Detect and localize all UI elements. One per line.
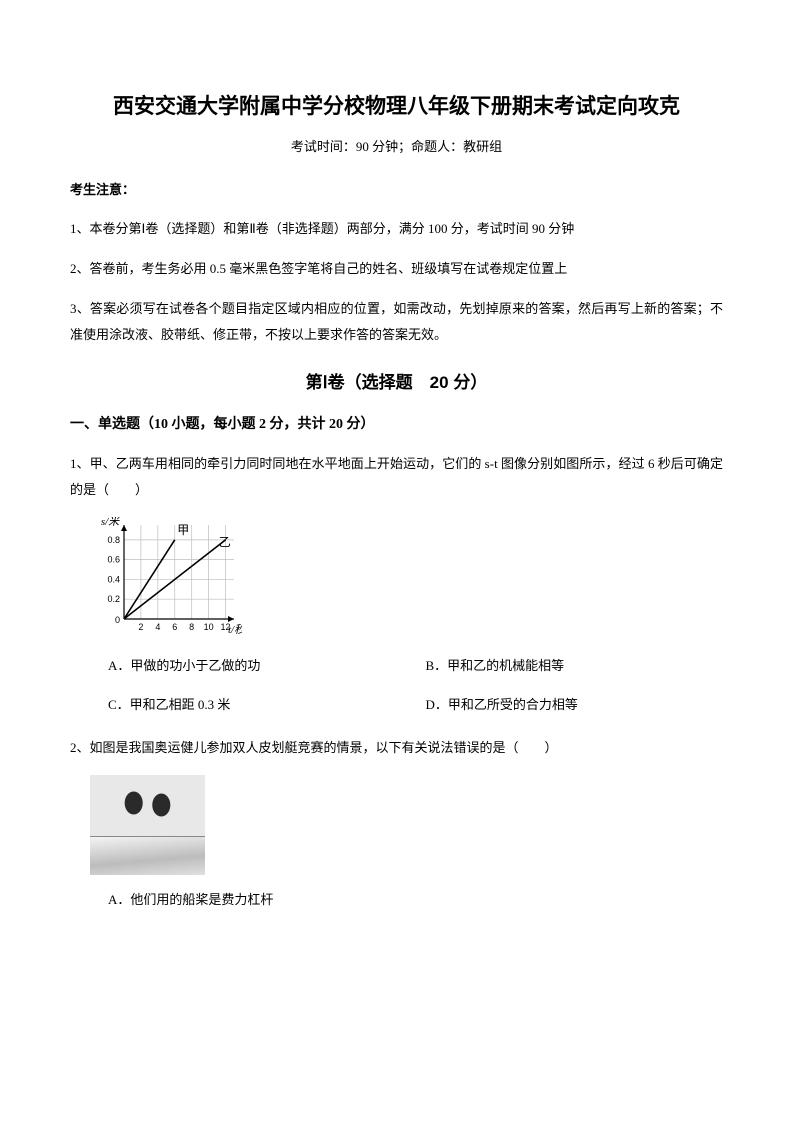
page-title: 西安交通大学附属中学分校物理八年级下册期末考试定向攻克	[70, 90, 723, 120]
question-1-figure: 246810120.20.40.60.80s/米t/秒甲乙	[94, 517, 723, 637]
svg-text:t/秒: t/秒	[228, 623, 242, 636]
option-a: A．甲做的功小于乙做的功	[108, 655, 406, 674]
svg-text:0.2: 0.2	[107, 594, 120, 604]
svg-text:2: 2	[138, 622, 143, 632]
part1-title: 第Ⅰ卷（选择题 20 分）	[70, 368, 723, 393]
svg-text:8: 8	[189, 622, 194, 632]
question-2-figure	[90, 775, 205, 875]
notice-item: 2、答卷前，考生务必用 0.5 毫米黑色签字笔将自己的姓名、班级填写在试卷规定位…	[70, 256, 723, 282]
svg-text:0.8: 0.8	[107, 535, 120, 545]
svg-text:6: 6	[172, 622, 177, 632]
st-chart: 246810120.20.40.60.80s/米t/秒甲乙	[94, 517, 242, 637]
option-a: A．他们用的船桨是费力杠杆	[70, 889, 723, 908]
svg-text:4: 4	[155, 622, 160, 632]
section-a-title: 一、单选题（10 小题，每小题 2 分，共计 20 分）	[70, 413, 723, 433]
svg-text:0.4: 0.4	[107, 574, 120, 584]
question-1-options: A．甲做的功小于乙做的功 B．甲和乙的机械能相等 C．甲和乙相距 0.3 米 D…	[70, 655, 723, 713]
svg-text:s/米: s/米	[101, 517, 120, 528]
option-b: B．甲和乙的机械能相等	[426, 655, 724, 674]
question-2: 2、如图是我国奥运健儿参加双人皮划艇竞赛的情景，以下有关说法错误的是（ ）	[70, 735, 723, 761]
option-c: C．甲和乙相距 0.3 米	[108, 694, 406, 713]
svg-text:10: 10	[204, 622, 214, 632]
svg-text:0: 0	[115, 615, 120, 625]
notice-item: 1、本卷分第Ⅰ卷（选择题）和第Ⅱ卷（非选择题）两部分，满分 100 分，考试时间…	[70, 216, 723, 242]
svg-text:0.6: 0.6	[107, 555, 120, 565]
notice-header: 考生注意：	[70, 179, 723, 198]
option-d: D．甲和乙所受的合力相等	[426, 694, 724, 713]
svg-text:甲: 甲	[177, 523, 189, 537]
notice-item: 3、答案必须写在试卷各个题目指定区域内相应的位置，如需改动，先划掉原来的答案，然…	[70, 296, 723, 348]
svg-text:乙: 乙	[219, 535, 231, 549]
exam-subtitle: 考试时间：90 分钟；命题人：教研组	[70, 136, 723, 155]
question-1: 1、甲、乙两车用相同的牵引力同时同地在水平地面上开始运动，它们的 s-t 图像分…	[70, 451, 723, 503]
